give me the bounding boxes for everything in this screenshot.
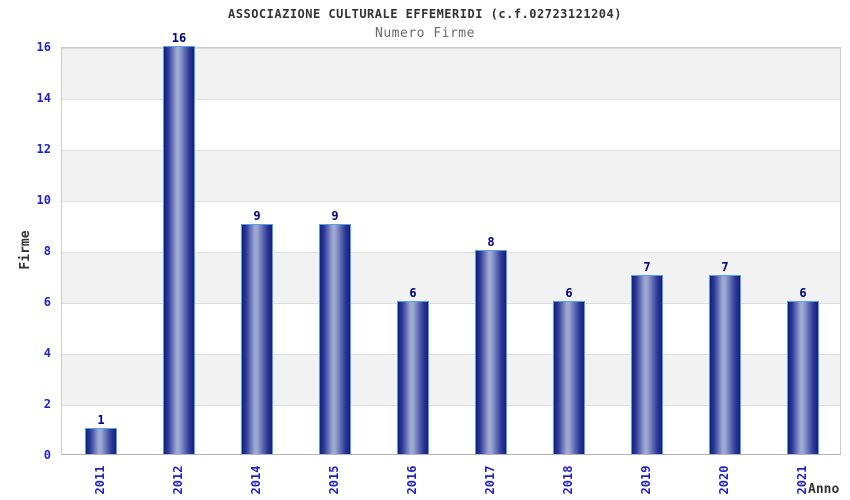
bar-value-2016: 6: [409, 286, 417, 300]
bar-2019: [631, 275, 663, 454]
bar-value-2019: 7: [643, 260, 651, 274]
bar-value-2012: 16: [171, 31, 187, 45]
bar-value-2011: 1: [97, 413, 105, 427]
bar-value-2014: 9: [253, 209, 261, 223]
x-tick-label-2016: 2016: [405, 465, 419, 495]
x-tick-label-2015: 2015: [327, 465, 341, 495]
x-tick-label-2011: 2011: [93, 465, 107, 495]
chart-title: ASSOCIAZIONE CULTURALE EFFEMERIDI (c.f.0…: [228, 7, 622, 21]
y-tick-label-2: 2: [43, 397, 51, 411]
x-tick-label-2017: 2017: [483, 465, 497, 495]
plot-area: 1 16 9 9 6 8 6 7 7 6: [61, 31, 841, 455]
bar-2015: [319, 224, 351, 454]
y-tick-label-10: 10: [36, 193, 51, 207]
bar-2020: [709, 275, 741, 454]
bar-value-2018: 6: [565, 286, 573, 300]
y-tick-label-14: 14: [36, 91, 51, 105]
y-tick-label-4: 4: [43, 346, 51, 360]
x-tick-label-2019: 2019: [639, 465, 653, 495]
bar-2021: [787, 301, 819, 454]
x-tick-label-2018: 2018: [561, 465, 575, 495]
bar-value-2021: 6: [799, 286, 807, 300]
bar-2012: [163, 46, 195, 454]
y-tick-label-12: 12: [36, 142, 51, 156]
x-axis-title: Anno: [808, 482, 840, 497]
bar-value-2017: 8: [487, 235, 495, 249]
bar-value-2015: 9: [331, 209, 339, 223]
bar-2016: [397, 301, 429, 454]
y-tick-label-8: 8: [43, 244, 51, 258]
bar-2018: [553, 301, 585, 454]
bar-2011: [85, 428, 117, 454]
bar-value-2020: 7: [721, 260, 729, 274]
x-tick-label-2014: 2014: [249, 465, 263, 495]
x-tick-label-2012: 2012: [171, 465, 185, 495]
x-tick-label-2020: 2020: [717, 465, 731, 495]
x-tick-label-2021: 2021: [795, 465, 809, 495]
y-tick-label-6: 6: [43, 295, 51, 309]
chart-subtitle: Numero Firme: [375, 26, 475, 41]
bar-2017: [475, 250, 507, 454]
y-tick-label-0: 0: [43, 448, 51, 462]
y-tick-label-16: 16: [36, 40, 51, 54]
bar-2014: [241, 224, 273, 454]
